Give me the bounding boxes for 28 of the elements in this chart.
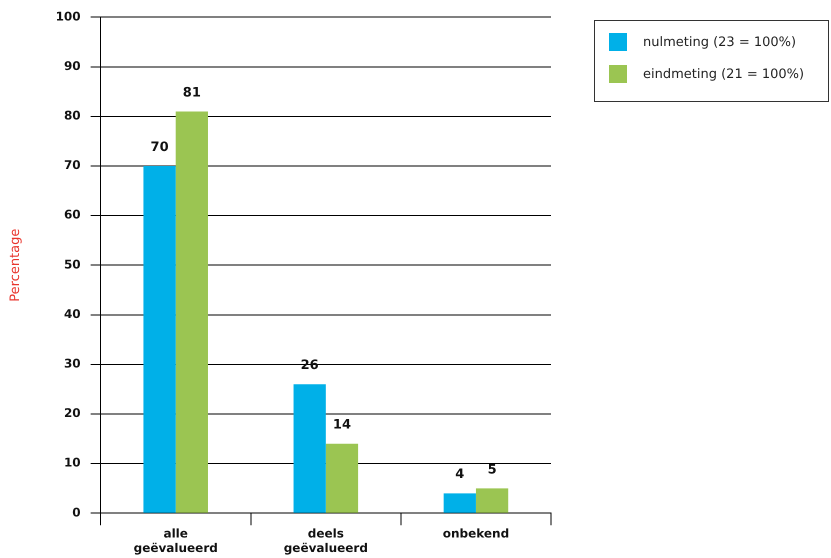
y-tick-label: 0 (72, 505, 81, 520)
y-tick-label: 40 (64, 306, 81, 321)
bar (294, 384, 326, 513)
data-label: 70 (150, 140, 169, 155)
y-tick-label: 20 (64, 406, 81, 420)
data-label: 4 (455, 467, 464, 482)
y-tick-label: 90 (64, 58, 81, 73)
x-tick-label: deels geëvalueerd (284, 526, 368, 555)
legend-label: nulmeting (23 = 100%) (643, 34, 796, 50)
bar (326, 444, 358, 513)
y-tick-label: 60 (64, 208, 81, 222)
y-tick-label: 100 (56, 9, 81, 24)
x-tick-label: onbekend (442, 526, 510, 541)
bar (444, 493, 476, 513)
y-tick-label: 80 (64, 108, 81, 123)
y-axis-title: Percentage (8, 228, 24, 302)
bar (176, 111, 208, 513)
y-tick-label: 70 (64, 158, 81, 172)
y-tick-label: 10 (64, 456, 81, 470)
bar (143, 166, 176, 513)
x-tick-label: alle geëvalueerd (134, 526, 218, 555)
legend-label: eindmeting (21 = 100%) (643, 66, 804, 82)
bar (476, 488, 508, 513)
data-label: 5 (488, 462, 497, 478)
data-label: 81 (182, 85, 201, 100)
y-tick-label: 30 (64, 356, 81, 371)
data-label: 14 (332, 418, 352, 433)
y-tick-label: 50 (64, 257, 81, 272)
